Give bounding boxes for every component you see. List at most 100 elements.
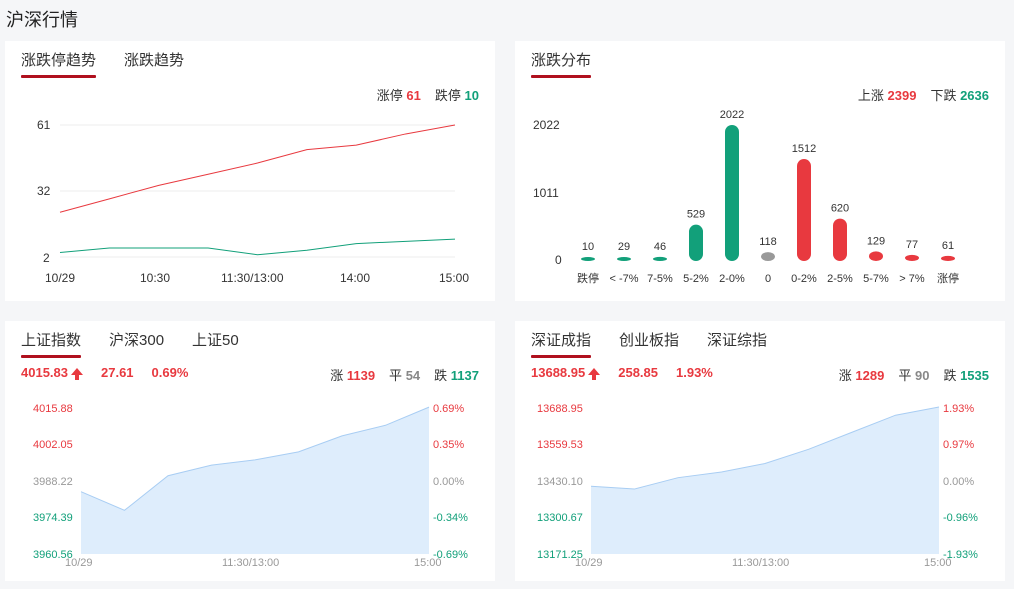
category-label: 7-5% [647,273,673,285]
bar [581,257,595,261]
price-line [590,406,940,490]
y-tick-right: 0.97% [943,439,974,451]
bar [725,125,739,261]
category-label: 0-2% [791,273,817,285]
limit-trend-card: 涨跌停趋势 涨跌趋势 涨停 61 跌停 10 61 32 2 10/29 10:… [5,41,495,301]
y-tick-right: 0.00% [943,476,974,488]
y-tick: 4002.05 [33,439,73,451]
tab-hs300[interactable]: 沪深300 [109,332,165,349]
area-fill [81,407,429,554]
sh-price: 4015.83 [21,365,68,380]
bar [617,257,631,261]
bar-value-label: 77 [906,239,918,251]
category-label: > 7% [899,273,925,285]
sh-change: 27.61 [101,365,134,380]
tab-limit-trend[interactable]: 涨跌停趋势 [21,49,97,78]
limit-down-value: 10 [464,88,479,103]
dist-stats: 上涨 2399 下跌 2636 [858,85,989,104]
bar-value-label: 2022 [720,109,744,121]
bar [689,224,703,261]
fall-label: 下跌 [930,88,957,103]
sh-breadth: 涨 1139 平 54 跌 1137 [330,365,479,384]
y-tick: 3988.22 [33,476,73,488]
flat-label: 平 [898,368,912,383]
y-tick: 2022 [533,118,560,132]
y-tick: 13300.67 [537,512,583,524]
down-count: 1535 [960,368,989,383]
y-tick: 3960.56 [33,549,73,561]
y-tick: 13430.10 [537,476,583,488]
bar [833,218,847,261]
distribution-chart: 2022 1011 0 10 跌停 29 < -7% 46 7-5% 529 5-2% 2022… [533,109,959,285]
bar-value-label: 129 [867,235,885,247]
tab-sz-composite[interactable]: 深证综指 [707,332,768,349]
bar [653,256,667,261]
y-tick-right: -0.69% [433,549,468,561]
bar-value-label: 620 [831,203,849,215]
y-tick-right: 0.00% [433,476,464,488]
y-tick-right: 1.93% [943,403,974,415]
up-arrow-icon [588,368,601,380]
y-tick-right: -1.93% [943,549,978,561]
up-arrow-icon [71,368,83,380]
sz-pct: 1.93% [676,365,713,380]
sz-price: 13688.95 [531,365,586,380]
limit-up-label: 涨停 [376,88,403,103]
price-line [80,406,430,511]
up-label: 涨 [330,368,344,383]
rise-label: 上涨 [857,88,884,103]
tab-distribution[interactable]: 涨跌分布 [531,49,592,78]
tab-sz50[interactable]: 上证50 [192,332,239,349]
x-tick: 10/29 [45,271,75,285]
tab-sz-component[interactable]: 深证成指 [531,329,592,358]
category-label: 2-0% [719,273,745,285]
x-tick: 11:30/13:00 [221,271,284,285]
y-tick: 61 [37,118,51,132]
down-label: 跌 [943,368,957,383]
bar [797,159,811,261]
sh-index-card: 上证指数 沪深300 上证50 4015.83 27.61 0.69% 涨 11… [5,321,495,581]
bar-value-label: 529 [687,209,705,221]
y-tick-right: 0.69% [433,403,464,415]
flat-count: 54 [405,368,421,383]
limit-tabs: 涨跌停趋势 涨跌趋势 [21,49,184,78]
area-fill [591,407,939,554]
page-title: 沪深行情 [6,10,78,30]
limit-up-value: 61 [406,88,421,103]
sz-breadth: 涨 1289 平 90 跌 1535 [839,365,989,384]
tab-sh-composite[interactable]: 上证指数 [21,329,82,358]
tab-rise-fall-trend[interactable]: 涨跌趋势 [124,52,185,69]
series-line [59,124,456,213]
x-tick: 15:00 [924,557,952,569]
up-count: 1139 [346,368,376,383]
category-label: < -7% [609,273,638,285]
bar-value-label: 29 [618,241,630,253]
rise-value: 2399 [887,88,917,103]
category-label: 0 [765,273,771,285]
bar [869,251,883,261]
x-tick: 14:00 [340,271,370,285]
bar [941,255,955,261]
tab-chinext[interactable]: 创业板指 [619,332,680,349]
sh-tabs: 上证指数 沪深300 上证50 [21,329,239,358]
up-label: 涨 [838,368,852,383]
bar-value-label: 61 [942,240,954,252]
category-label: 5-7% [863,273,889,285]
y-tick-right: -0.96% [943,512,978,524]
y-tick: 1011 [533,186,559,200]
bar-value-label: 118 [759,236,777,248]
bar-value-label: 10 [582,241,594,253]
down-count: 1137 [450,368,479,383]
up-count: 1289 [855,368,885,383]
flat-label: 平 [389,368,403,383]
y-tick: 4015.88 [33,403,73,415]
x-tick: 11:30/13:00 [732,557,789,569]
series-line [59,238,456,256]
sz-intraday-chart: 13688.95 13559.53 13430.10 13300.67 1317… [537,403,978,569]
limit-down-label: 跌停 [434,88,461,103]
down-label: 跌 [434,368,448,383]
x-tick: 15:00 [439,271,469,285]
y-tick: 13171.25 [537,549,583,561]
distribution-card: 涨跌分布 上涨 2399 下跌 2636 2022 1011 0 10 跌停 29 <… [515,41,1005,301]
y-tick: 3974.39 [33,512,73,524]
